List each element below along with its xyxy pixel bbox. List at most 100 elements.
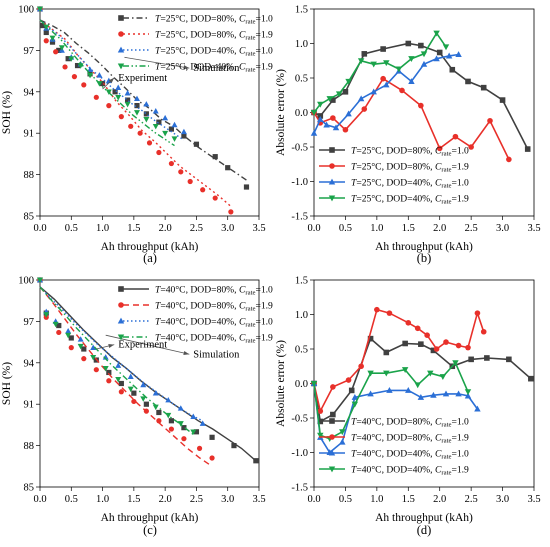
y-tick-label: 1.5 — [295, 5, 308, 16]
error-line — [313, 308, 485, 414]
experiment-point — [115, 94, 122, 101]
error-point — [332, 124, 340, 131]
legend-label: T=40°C, DOD=40%, Crate=1.0 — [351, 449, 469, 461]
experiment-point — [43, 24, 50, 31]
experiment-point — [156, 409, 162, 416]
y-tick-label: -1.5 — [291, 483, 308, 494]
error-point — [339, 438, 346, 445]
y-tick-label: 91 — [24, 129, 35, 140]
y-tick-label: 0.0 — [295, 108, 308, 119]
x-axis-label: Ah throughput (kAh) — [101, 241, 199, 253]
experiment-point — [225, 165, 231, 171]
experiment-point — [71, 74, 78, 80]
error-point — [380, 75, 386, 82]
error-point — [499, 97, 506, 103]
experiment-point — [37, 277, 43, 284]
experiment-point — [152, 390, 159, 396]
legend-marker — [329, 163, 335, 169]
y-axis-label: SOH (%) — [1, 362, 13, 405]
experiment-point — [133, 95, 140, 102]
x-tick-label: 0.5 — [339, 223, 352, 234]
y-axis-label: Absolute error (%) — [275, 340, 287, 427]
experiment-point — [199, 420, 206, 426]
error-point — [358, 363, 364, 370]
simulation-line — [39, 286, 213, 467]
legend-label: T=40°C, DOD=40%, Crate=1.9 — [351, 465, 469, 477]
series-2 — [310, 51, 462, 136]
series-1 — [37, 6, 234, 215]
x-tick-label: 1.5 — [402, 494, 415, 505]
simulation-line — [39, 19, 232, 207]
x-tick-label: 3.5 — [527, 494, 540, 505]
legend: T=40°C, DOD=80%, Crate=1.0 T=40°C, DOD=80… — [117, 285, 273, 345]
x-tick-label: 0.0 — [33, 223, 46, 234]
error-point — [317, 432, 324, 439]
experiment-point — [68, 56, 75, 62]
error-point — [330, 384, 336, 390]
y-tick-label: 94 — [24, 87, 35, 98]
y-tick-label: 0.0 — [295, 379, 308, 390]
y-tick-label: 97 — [24, 46, 35, 57]
panel-label: (b) — [417, 251, 432, 265]
experiment-point — [181, 425, 187, 431]
experiment-point — [209, 434, 215, 440]
experiment-point — [115, 362, 122, 368]
experiment-point — [96, 81, 103, 87]
error-point — [383, 60, 390, 67]
x-tick-label: 2.0 — [159, 494, 172, 505]
experiment-point — [177, 421, 184, 427]
experiment-point — [156, 418, 162, 424]
error-point — [452, 133, 459, 140]
error-point — [351, 401, 359, 408]
error-point — [405, 387, 412, 393]
y-tick-label: 94 — [24, 358, 35, 369]
y-tick-label: 85 — [24, 212, 35, 223]
simulation-line — [39, 286, 204, 422]
arrowhead-icon — [108, 77, 115, 84]
x-axis-label: Ah throughput (kAh) — [375, 512, 473, 524]
error-point — [418, 102, 424, 109]
experiment-point — [68, 335, 74, 341]
error-point — [452, 360, 459, 367]
error-point — [480, 328, 487, 335]
experiment-point — [106, 369, 112, 376]
experiment-point — [87, 72, 94, 79]
x-axis-label: Ah throughput (kAh) — [375, 241, 473, 253]
x-tick-label: 3.0 — [496, 494, 509, 505]
error-point — [455, 342, 462, 349]
legend-label: T=25°C, DOD=80%, Crate=1.9 — [351, 162, 469, 174]
series-3 — [37, 277, 197, 436]
legend-label: T=25°C, DOD=80%, Crate=1.0 — [155, 14, 273, 26]
error-point — [330, 115, 336, 121]
annotation-label: Experiment — [118, 73, 167, 84]
series-2 — [37, 276, 206, 426]
error-point — [405, 319, 412, 326]
simulation-line — [39, 19, 175, 147]
x-axis-label: Ah throughput (kAh) — [101, 512, 199, 524]
annotation-label: Simulation — [193, 349, 240, 360]
error-point — [449, 66, 456, 73]
experiment-point — [196, 445, 203, 451]
experiment-point — [137, 130, 143, 136]
experiment-point — [177, 405, 184, 411]
error-point — [374, 306, 380, 313]
x-tick-label: 3.5 — [252, 494, 265, 505]
legend-label: T=25°C, DOD=80%, Crate=1.0 — [351, 146, 469, 158]
error-point — [468, 356, 474, 363]
chart-panel-b: 0.0 0.5 1.0 1.5 2.0 2.5 3.0 3.5 -1.5 -1.0 -0.5 0.0 0… — [275, 5, 541, 266]
error-point — [524, 146, 531, 152]
error-point — [474, 405, 481, 412]
error-point — [439, 374, 447, 380]
experiment-point — [106, 378, 112, 384]
experiment-point — [90, 354, 97, 361]
error-point — [427, 370, 434, 377]
x-tick-label: 3.0 — [221, 223, 234, 234]
plot-frame — [39, 279, 260, 488]
experiment-point — [58, 45, 65, 51]
x-tick-label: 1.5 — [127, 223, 140, 234]
experiment-point — [200, 187, 206, 193]
error-point — [399, 87, 405, 94]
x-tick-label: 1.0 — [370, 223, 383, 234]
legend-marker — [117, 63, 125, 70]
plot-frame — [39, 8, 260, 217]
